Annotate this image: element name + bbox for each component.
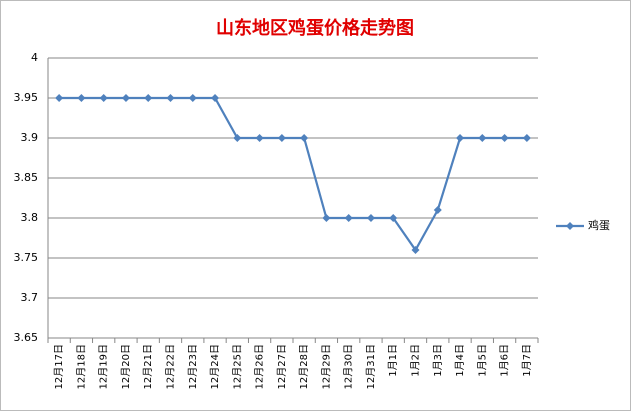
data-point	[522, 134, 531, 142]
y-tick-label: 3.75	[14, 251, 39, 264]
data-point	[166, 94, 175, 102]
data-point	[144, 94, 153, 102]
data-point	[456, 134, 465, 142]
x-tick-label: 1月1日	[387, 344, 399, 377]
y-tick-label: 3.85	[14, 171, 39, 184]
x-tick-label: 12月29日	[320, 344, 332, 389]
x-tick-label: 1月5日	[476, 344, 488, 377]
data-point	[99, 94, 108, 102]
data-point	[233, 134, 242, 142]
x-tick-label: 12月31日	[365, 344, 377, 389]
data-point	[500, 134, 509, 142]
x-tick-label: 12月17日	[53, 344, 65, 389]
x-tick-label: 12月19日	[98, 344, 110, 389]
x-tick-label: 12月28日	[298, 344, 310, 389]
y-tick-label: 3.9	[21, 131, 39, 144]
y-tick-label: 3.8	[21, 211, 39, 224]
data-point	[322, 214, 331, 222]
x-tick-label: 1月2日	[410, 344, 422, 377]
x-tick-label: 12月21日	[142, 344, 154, 389]
y-tick-label: 4	[31, 51, 38, 64]
x-tick-label: 1月3日	[432, 344, 444, 377]
y-tick-label: 3.95	[14, 91, 39, 104]
data-point	[77, 94, 86, 102]
x-tick-label: 12月25日	[231, 344, 243, 389]
x-tick-label: 1月6日	[499, 344, 511, 377]
series-line	[59, 96, 527, 253]
x-tick-label: 12月20日	[120, 344, 132, 389]
data-point	[433, 206, 442, 214]
data-point	[389, 214, 398, 222]
x-tick-label: 12月26日	[254, 344, 266, 389]
data-point	[121, 94, 130, 102]
data-point	[188, 94, 197, 102]
data-point	[255, 134, 264, 142]
data-point	[211, 94, 220, 102]
y-tick-label: 3.7	[21, 291, 39, 304]
legend-marker	[566, 222, 574, 230]
x-tick-label: 1月4日	[454, 344, 466, 377]
x-tick-label: 1月7日	[521, 344, 533, 377]
x-tick-label: 12月23日	[187, 344, 199, 389]
y-tick-label: 3.65	[14, 331, 39, 344]
x-tick-label: 12月24日	[209, 344, 221, 389]
data-point	[478, 134, 487, 142]
chart-title: 山东地区鸡蛋价格走势图	[216, 17, 414, 39]
legend-label: 鸡蛋	[588, 218, 610, 232]
x-tick-label: 12月22日	[165, 344, 177, 389]
x-tick-label: 12月27日	[276, 344, 288, 389]
data-point	[344, 214, 353, 222]
data-point	[366, 214, 375, 222]
data-point	[300, 134, 309, 142]
x-tick-label: 12月18日	[75, 344, 87, 389]
x-tick-label: 12月30日	[343, 344, 355, 389]
data-point	[277, 134, 286, 142]
data-point	[411, 246, 420, 254]
data-point	[55, 94, 64, 102]
